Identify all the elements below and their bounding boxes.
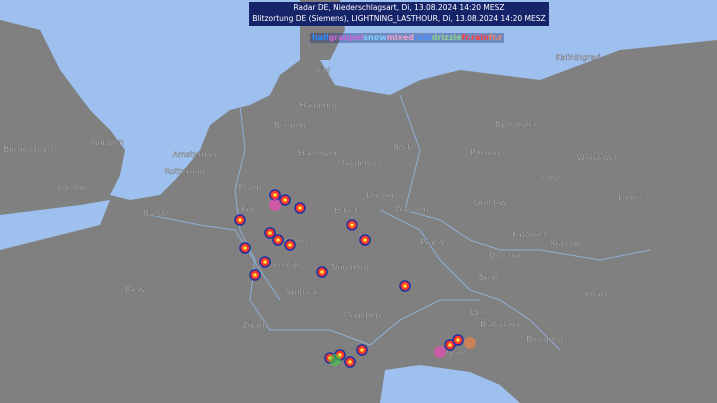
north-sea [0, 0, 300, 200]
city-label: Kosice [584, 290, 610, 299]
lightning-core [360, 348, 364, 352]
precip-cell [434, 346, 446, 358]
city-label: Ostrava [489, 251, 521, 260]
lightning-core [363, 238, 367, 242]
header-box [249, 2, 549, 26]
city-label: Kiel [316, 66, 331, 75]
lightning-core [253, 273, 257, 277]
lightning-core [238, 218, 242, 222]
city-label: Wien [470, 308, 490, 317]
city-label: Bratislava [480, 320, 520, 329]
city-label: Bydgoszcz [495, 120, 537, 129]
lightning-core [276, 238, 280, 242]
city-label: Warszawa [577, 153, 617, 162]
city-label: Budapest [526, 335, 564, 344]
lightning-core [448, 343, 452, 347]
lightning-core [283, 198, 287, 202]
legend-item: drizzle [432, 33, 462, 42]
city-label: Brussel [143, 209, 172, 218]
city-label: Lodz [542, 173, 561, 182]
city-label: Graz [447, 348, 466, 357]
city-label: Wroclaw [473, 198, 507, 207]
city-label: Nürnberg [331, 263, 369, 272]
lightning-core [320, 270, 324, 274]
city-label: Mannheim [259, 261, 301, 270]
lightning-core [298, 206, 302, 210]
legend-item: graupel [329, 33, 364, 42]
legend-item: fr.rain [462, 33, 489, 42]
city-label: Stuttgart [286, 288, 322, 297]
city-label: Krakow [550, 239, 580, 248]
city-label: Hannover [299, 149, 339, 158]
legend-item: mixed [387, 33, 415, 42]
adriatic [380, 365, 520, 403]
city-label: Paris [125, 285, 144, 294]
border [234, 104, 480, 346]
city-label: Essen [238, 183, 261, 192]
city-label: Birmingham [4, 145, 53, 154]
city-label: Berlin [393, 143, 416, 152]
lightning-core [348, 360, 352, 364]
city-label: Brno [479, 273, 498, 282]
lightning-core [288, 243, 292, 247]
legend-box [310, 33, 505, 43]
city-label: Hamburg [299, 101, 336, 110]
precip-cell [329, 354, 341, 366]
lightning-core [403, 284, 407, 288]
city-label: Bremen [274, 121, 305, 130]
city-label: Lublin [618, 193, 642, 202]
city-label: Erfurt [335, 206, 358, 215]
legend-item: snow [363, 33, 387, 42]
lightning-core [273, 193, 277, 197]
channel [0, 200, 110, 250]
city-label: München [344, 311, 381, 320]
precip-cell [269, 199, 281, 211]
great-britain [0, 20, 125, 215]
lightning-core [350, 223, 354, 227]
city-label: Praha [421, 238, 444, 247]
lightning-core [243, 246, 247, 250]
city-label: Magdeburg [337, 159, 382, 168]
city-label: Zürich [242, 321, 268, 330]
city-label: Katowice [512, 230, 548, 239]
legend-item: rain [414, 33, 432, 42]
lightning-core [268, 231, 272, 235]
border [149, 214, 281, 301]
city-label: London [58, 183, 87, 192]
borders [149, 94, 651, 351]
lightning-core [263, 260, 267, 264]
city-label: Norwich [92, 138, 124, 147]
border [399, 94, 651, 261]
city-label: Dresden [395, 205, 428, 214]
header-line: Blitzortung DE (Siemens), LIGHTNING_LAST… [252, 14, 545, 23]
border [379, 209, 561, 351]
precip-cell [464, 337, 476, 349]
city-label: Kaliningrad [555, 53, 600, 62]
legend-item: hail [312, 33, 329, 42]
city-label: Poznan [471, 148, 500, 157]
city-label: Amsterdam [173, 150, 220, 159]
city-label: Leipzig [366, 191, 394, 200]
legend-item: fr.r [489, 33, 502, 42]
city-label: Köln [241, 205, 258, 214]
city-label: Rotterdam [165, 167, 207, 176]
header-line: Radar DE, Niederschlagsart, Di, 13.08.20… [293, 3, 504, 12]
lightning-core [456, 338, 460, 342]
